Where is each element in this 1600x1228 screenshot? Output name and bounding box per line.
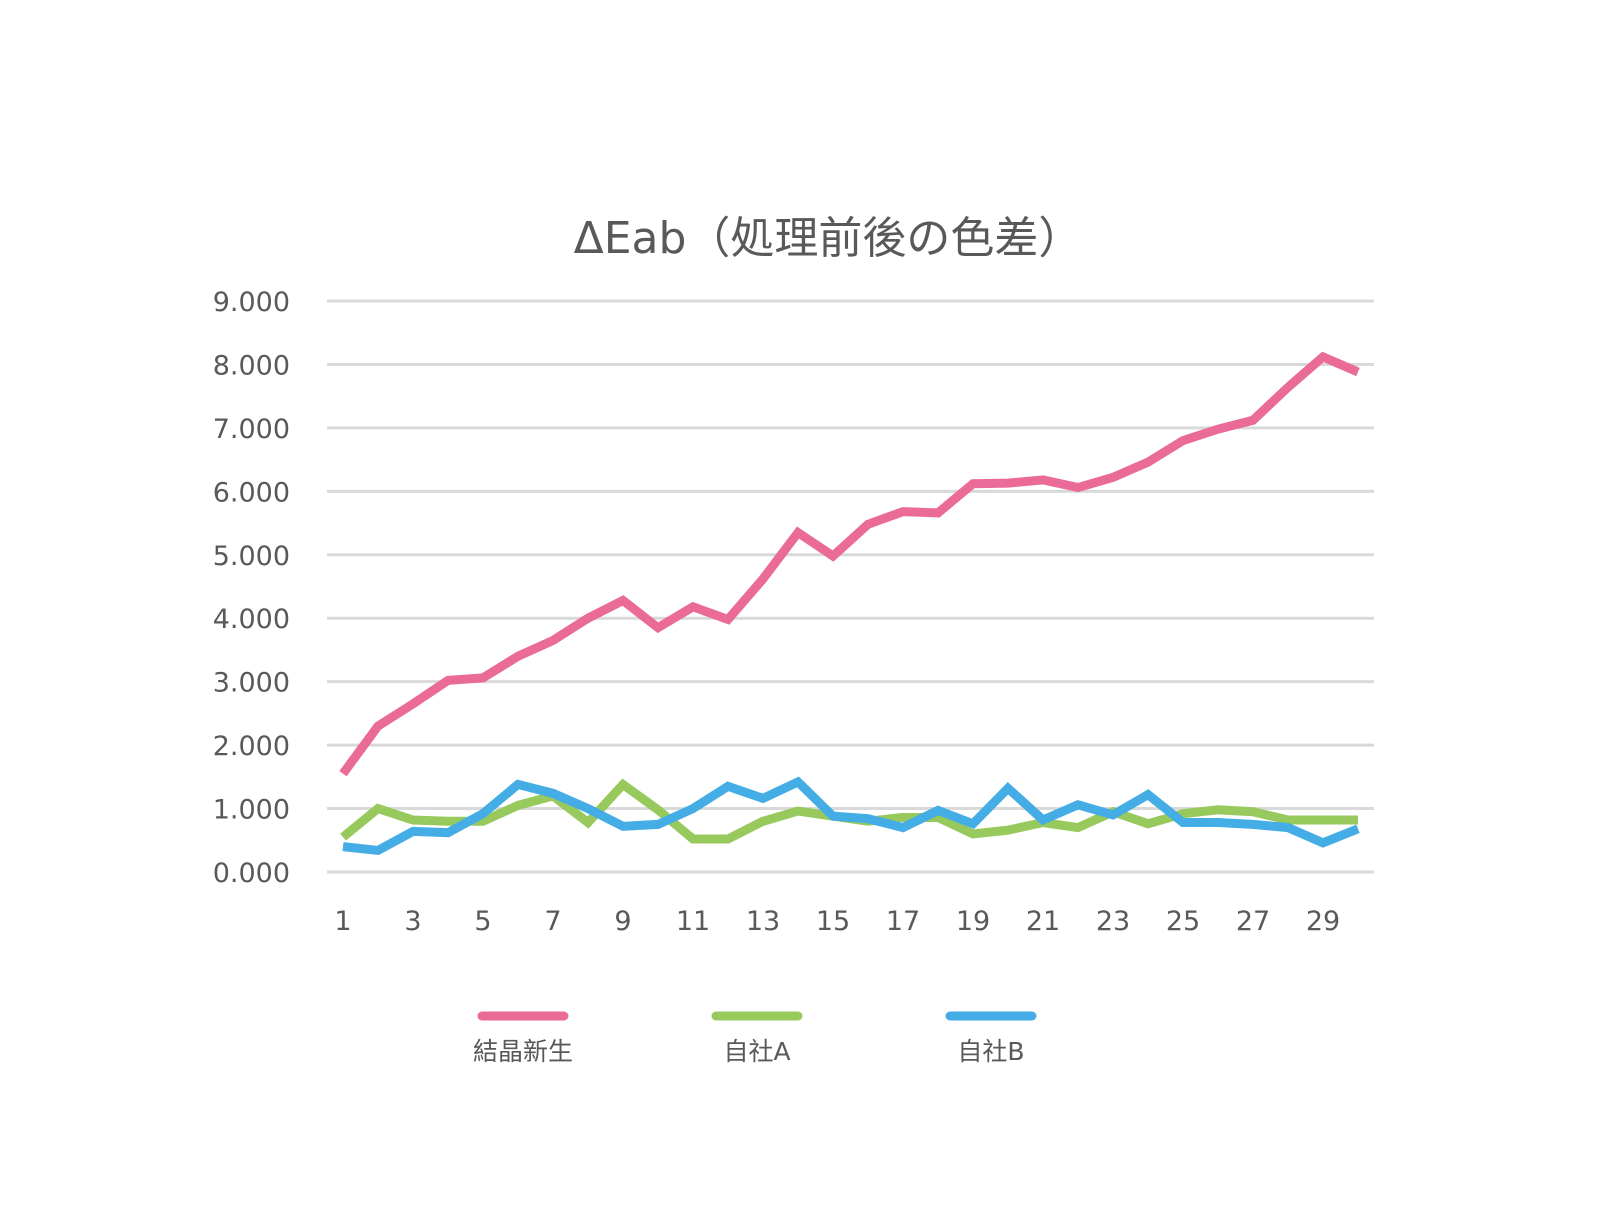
y-axis-tick-labels: 0.000 1.000 2.000 3.000 4.000 5.000 6.000 7.000… bbox=[213, 287, 290, 889]
x-tick-label: 19 bbox=[956, 906, 990, 937]
x-axis-tick-labels: 1 3 5 7 9 11 13 15 17 19 21 23 25 27 29 bbox=[334, 906, 1340, 937]
series-lines bbox=[339, 351, 1360, 856]
y-tick-label: 2.000 bbox=[213, 731, 290, 762]
x-tick-label: 25 bbox=[1166, 906, 1200, 937]
x-tick-label: 1 bbox=[334, 906, 351, 937]
x-tick-label: 21 bbox=[1026, 906, 1060, 937]
legend: 結晶新生 自社A 自社B bbox=[473, 1011, 1037, 1066]
legend-label-2: 自社A bbox=[723, 1037, 790, 1066]
x-tick-label: 15 bbox=[816, 906, 850, 937]
series-line-3 bbox=[342, 776, 1360, 856]
x-tick-label: 11 bbox=[676, 906, 710, 937]
legend-label-1: 結晶新生 bbox=[473, 1037, 573, 1066]
gridlines bbox=[327, 299, 1374, 874]
x-tick-label: 9 bbox=[614, 906, 631, 937]
y-tick-label: 4.000 bbox=[213, 604, 290, 635]
y-tick-label: 1.000 bbox=[213, 795, 290, 826]
y-tick-label: 3.000 bbox=[213, 668, 290, 699]
y-tick-label: 8.000 bbox=[213, 350, 290, 381]
x-tick-label: 27 bbox=[1236, 906, 1270, 937]
x-tick-label: 3 bbox=[404, 906, 421, 937]
series-line-2 bbox=[340, 778, 1358, 844]
x-tick-label: 5 bbox=[474, 906, 491, 937]
y-tick-label: 5.000 bbox=[213, 541, 290, 572]
chart-title: ΔEab（処理前後の色差） bbox=[574, 213, 1083, 264]
y-tick-label: 9.000 bbox=[213, 287, 290, 318]
x-tick-label: 17 bbox=[886, 906, 920, 937]
x-tick-label: 7 bbox=[544, 906, 561, 937]
y-tick-label: 0.000 bbox=[213, 858, 290, 889]
y-tick-label: 6.000 bbox=[213, 477, 290, 508]
y-tick-label: 7.000 bbox=[213, 414, 290, 445]
legend-label-3: 自社B bbox=[957, 1037, 1024, 1066]
x-tick-label: 29 bbox=[1306, 906, 1340, 937]
series-line-1 bbox=[339, 351, 1360, 777]
x-tick-label: 23 bbox=[1096, 906, 1130, 937]
x-tick-label: 13 bbox=[746, 906, 780, 937]
